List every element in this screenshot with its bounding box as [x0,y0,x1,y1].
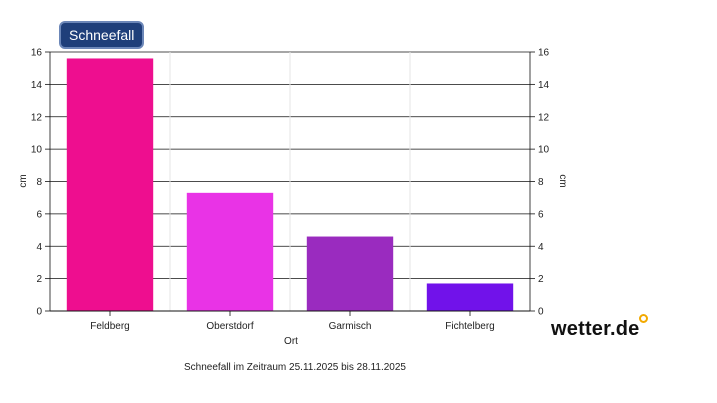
bar-feldberg [66,58,154,311]
y-tick-label-left: 16 [31,48,43,59]
bar-oberstdorf [186,192,274,311]
y-tick-label-left: 14 [31,80,43,91]
y-tick-label-right: 4 [538,242,544,253]
y-tick-label-right: 8 [538,177,544,188]
chart-title-badge: Schneefall [59,21,145,49]
y-tick-label-right: 0 [538,307,544,318]
bar-fichtelberg [426,283,514,311]
y-tick-label-left: 4 [36,242,42,253]
bar-garmisch [306,236,394,311]
logo-dot-icon [639,314,648,323]
chart-caption: Schneefall im Zeitraum 25.11.2025 bis 28… [184,362,406,373]
y-axis-label-left: cm [18,174,29,187]
x-tick-label: Garmisch [329,321,372,332]
y-tick-label-right: 2 [538,274,544,285]
y-tick-label-right: 16 [538,48,550,59]
y-tick-label-right: 14 [538,80,550,91]
axes: 0 0 2 2 4 4 6 6 8 8 10 10 12 12 14 14 16 16 Feldberg Oberst… [31,48,550,333]
x-tick-label: Fichtelberg [445,321,494,332]
y-tick-label-left: 6 [36,209,42,220]
y-tick-label-left: 12 [31,112,43,123]
y-tick-label-right: 10 [538,145,550,156]
bars [66,58,514,311]
y-tick-label-left: 10 [31,145,43,156]
y-tick-label-left: 0 [36,307,42,318]
x-tick-label: Oberstdorf [206,321,253,332]
y-tick-label-left: 2 [36,274,42,285]
x-axis-label: Ort [284,336,298,347]
x-tick-label: Feldberg [90,321,129,332]
y-tick-label-right: 6 [538,209,544,220]
y-tick-label-right: 12 [538,112,550,123]
wetter-de-logo: wetter.de [551,318,640,340]
y-tick-label-left: 8 [36,177,42,188]
y-axis-label-right: cm [557,174,568,187]
